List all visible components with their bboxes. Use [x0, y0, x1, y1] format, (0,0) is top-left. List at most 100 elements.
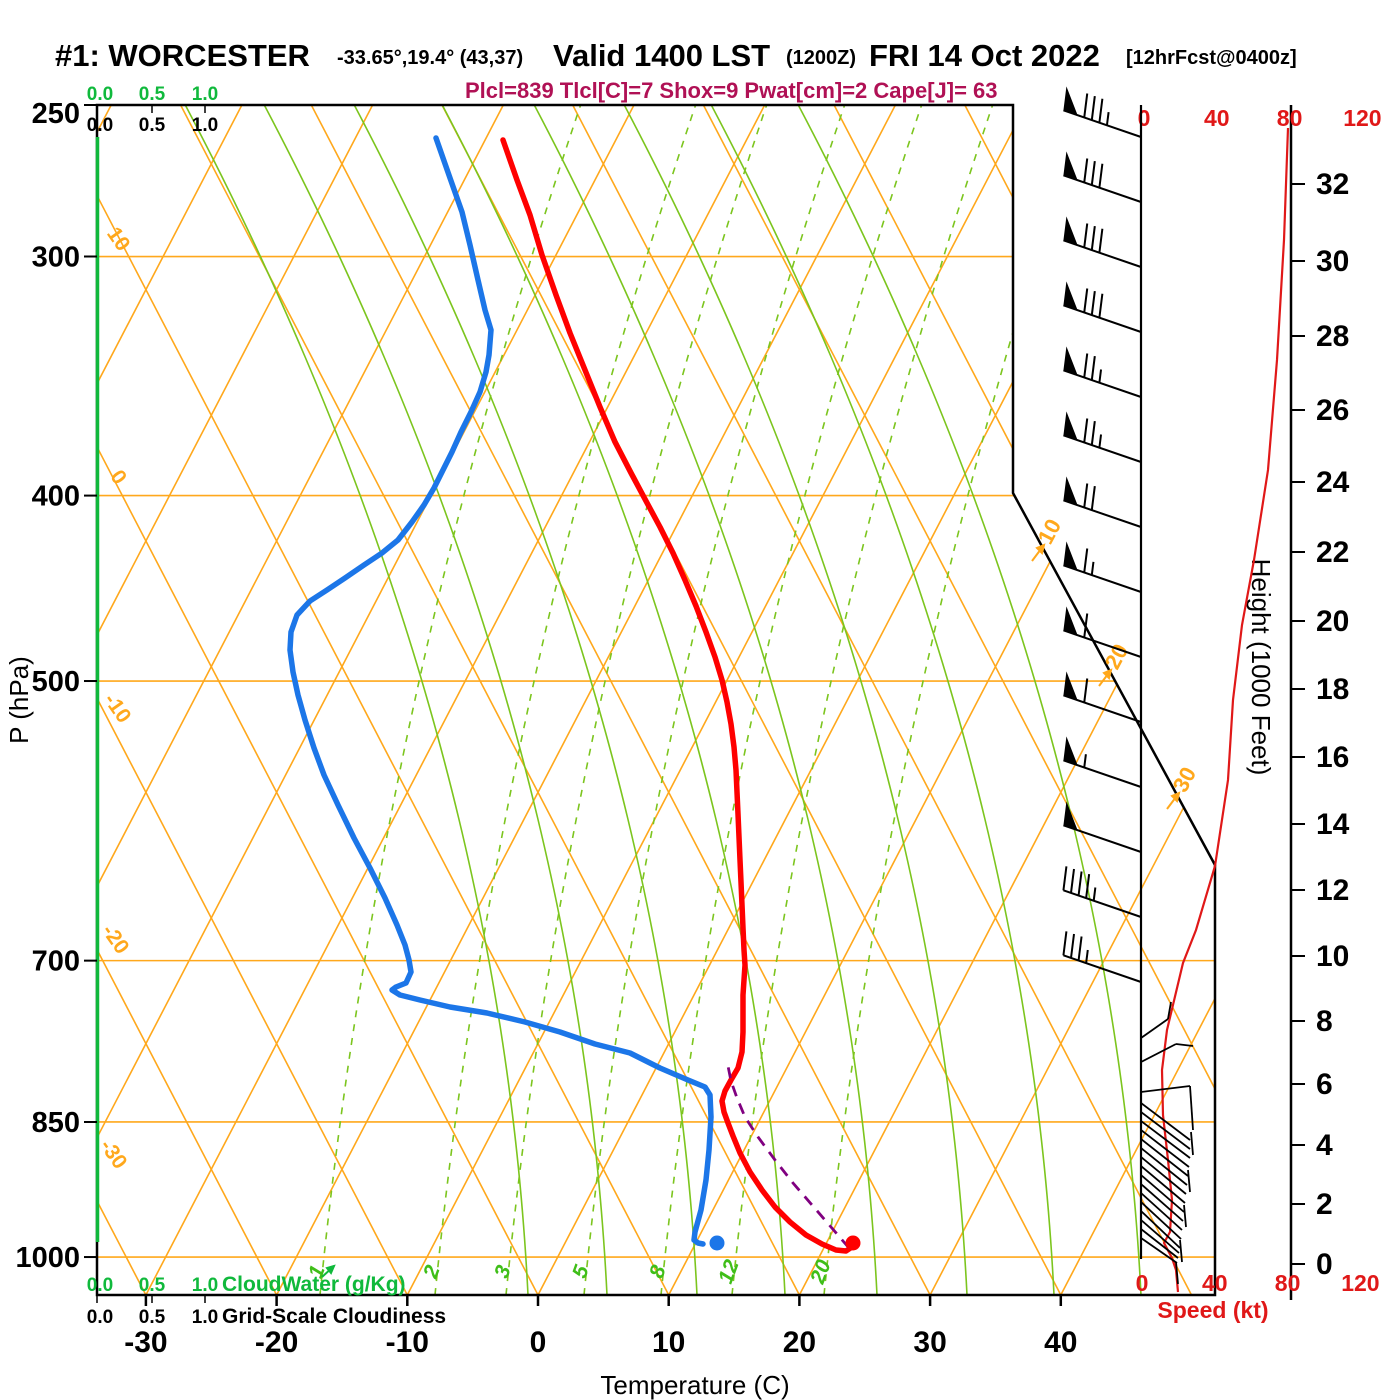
mixing-ratio-label: 8 — [645, 1262, 671, 1281]
wind-barbs — [1062, 86, 1194, 1285]
isotherm-line — [97, 105, 635, 1295]
parcel-curve — [726, 1065, 851, 1249]
isotherm-line — [1060, 105, 1215, 1295]
pressure-tick-label: 700 — [32, 946, 80, 978]
cloudiness-scale-label-bottom: 0.5 — [139, 1307, 166, 1328]
isotherm-line — [275, 105, 897, 1295]
isotherm-line — [406, 105, 1027, 1295]
height-tick-label: 16 — [1316, 741, 1349, 774]
surface-dewpoint-dot — [709, 1235, 725, 1251]
mixing-ratio-line — [583, 105, 846, 1295]
height-tick-label: 0 — [1316, 1248, 1333, 1281]
wind-barb — [1063, 801, 1142, 853]
low-level-wind-segment — [1140, 1210, 1181, 1249]
low-level-wind-segment — [1140, 1174, 1185, 1213]
low-level-wind-segment — [1175, 1043, 1194, 1047]
moist-adiabat-line — [797, 105, 1142, 1295]
speed-scale-label-top: 120 — [1343, 105, 1381, 131]
speed-scale-label-bottom: 120 — [1341, 1270, 1379, 1296]
temperature-tick-label: -30 — [124, 1326, 167, 1359]
isotherm-label-arrow-icon — [1098, 668, 1113, 687]
mixing-ratio-label: 12 — [714, 1257, 744, 1287]
wind-barb — [1062, 866, 1142, 918]
low-level-wind-segment — [1140, 1147, 1188, 1186]
mixing-ratio-line — [660, 105, 923, 1295]
cloudiness-scale-label-bottom: 1.0 — [192, 1307, 218, 1328]
station-coords: -33.65°,19.4° (43,37) — [337, 47, 524, 69]
height-tick-label: 4 — [1316, 1129, 1333, 1162]
isotherm-label: 10 — [1033, 515, 1067, 548]
moist-adiabat-line — [441, 105, 786, 1295]
isotherm-line — [145, 105, 766, 1295]
low-level-wind-segment — [1140, 1043, 1177, 1063]
height-tick-label: 2 — [1316, 1188, 1333, 1221]
pressure-tick-label: 500 — [32, 666, 80, 698]
wind-barb — [1063, 671, 1142, 723]
low-level-wind-segment — [1140, 1192, 1183, 1231]
pressure-tick-label: 850 — [32, 1107, 80, 1139]
low-level-wind-segment — [1140, 1237, 1178, 1264]
skewt-background — [97, 105, 1215, 1295]
wind-barb — [1063, 346, 1142, 398]
station-title: #1: WORCESTER — [55, 38, 310, 73]
isotherm-label-arrow-icon — [1031, 543, 1046, 562]
low-level-wind-segment — [1140, 1165, 1186, 1204]
surface-temperature-dot — [845, 1235, 861, 1251]
isotherm-line — [798, 105, 1215, 1295]
temperature-tick-label: -20 — [255, 1326, 298, 1359]
dry-adiabat-line — [97, 105, 539, 1295]
wind-barb — [1063, 86, 1142, 138]
dry-adiabat-label: -20 — [97, 920, 133, 958]
height-tick-label: 20 — [1316, 605, 1349, 638]
cloudwater-scale-label-top: 0.0 — [87, 84, 113, 105]
mixing-ratio-label: 5 — [568, 1262, 594, 1281]
wind-barb — [1062, 931, 1142, 983]
low-level-wind-segment — [1187, 1169, 1191, 1193]
height-tick-label: 8 — [1316, 1005, 1333, 1038]
isotherm-line — [97, 105, 374, 1295]
cloudiness-scale-label-top: 0.0 — [87, 115, 113, 136]
speed-scale-label-bottom: 0 — [1136, 1270, 1149, 1296]
low-level-wind-segment — [1140, 1228, 1179, 1259]
height-tick-label: 18 — [1316, 673, 1349, 706]
dry-adiabat-label: -10 — [99, 689, 135, 727]
low-level-wind-segment — [1175, 1261, 1179, 1285]
plot-border — [95, 103, 1217, 1297]
moist-adiabat-line — [710, 105, 1055, 1295]
mixing-ratio-label: 3 — [490, 1262, 516, 1281]
low-level-wind-segment — [1183, 1204, 1187, 1228]
sounding-indices: Plcl=839 Tlcl[C]=7 Shox=9 Pwat[cm]=2 Cap… — [465, 78, 998, 103]
height-tick-label: 26 — [1316, 394, 1349, 427]
low-level-wind-segment — [1140, 1085, 1191, 1093]
wind-barb — [1063, 411, 1142, 463]
height-tick-label: 28 — [1316, 320, 1349, 353]
cloudiness-scale-label-top: 1.0 — [192, 115, 218, 136]
moist-adiabat-line — [533, 105, 878, 1295]
low-level-wind-segment — [1179, 1239, 1183, 1263]
dry-adiabat-line — [702, 105, 1215, 1295]
pressure-axis-title: P (hPa) — [4, 656, 34, 744]
low-level-wind-segment — [1140, 1156, 1187, 1195]
low-level-wind-segment — [1140, 1018, 1169, 1039]
cloudwater-scale-label-bottom: 1.0 — [192, 1275, 218, 1296]
moist-adiabat-line — [263, 105, 608, 1295]
dewpoint-curve — [287, 135, 714, 1247]
wind-barb — [1063, 216, 1142, 268]
wind-barb — [1063, 476, 1142, 528]
cloudwater-scale-label-top: 1.0 — [192, 84, 218, 105]
dry-adiabat-line — [441, 105, 1062, 1295]
wind-barb — [1063, 281, 1142, 333]
low-level-wind-segment — [1167, 1001, 1172, 1020]
low-level-wind-segment — [1140, 1102, 1191, 1141]
valid-date: FRI 14 Oct 2022 — [869, 38, 1100, 73]
dry-adiabat-line — [571, 105, 1193, 1295]
forecast-tag: [12hrFcst@0400z] — [1126, 47, 1297, 69]
isotherm-line — [97, 105, 243, 1295]
isotherm-label: 30 — [1168, 763, 1202, 796]
height-tick-label: 10 — [1316, 940, 1349, 973]
speed-scale-label-top: 80 — [1277, 105, 1303, 131]
mixing-ratio-line — [505, 105, 768, 1295]
dry-adiabat-line — [97, 105, 670, 1295]
cloudiness-axis-title: Grid-Scale Cloudiness — [222, 1305, 446, 1328]
valid-time: Valid 1400 LST — [553, 38, 771, 73]
